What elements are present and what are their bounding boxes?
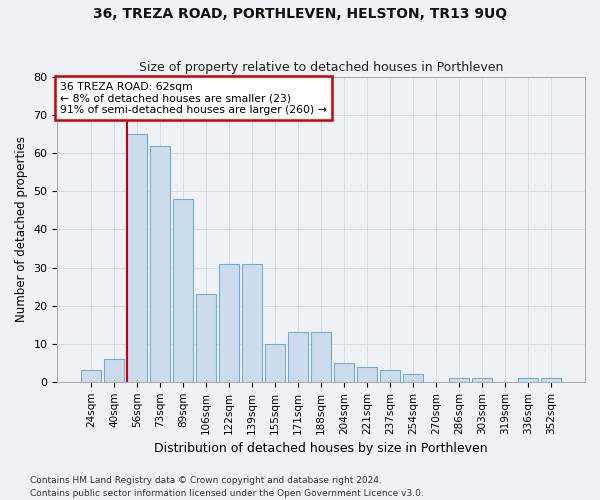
Bar xyxy=(173,199,193,382)
Bar xyxy=(196,294,216,382)
Bar xyxy=(289,332,308,382)
Bar xyxy=(334,363,354,382)
Text: 36 TREZA ROAD: 62sqm
← 8% of detached houses are smaller (23)
91% of semi-detach: 36 TREZA ROAD: 62sqm ← 8% of detached ho… xyxy=(60,82,327,115)
Bar xyxy=(403,374,423,382)
Bar xyxy=(380,370,400,382)
Bar xyxy=(265,344,285,382)
Title: Size of property relative to detached houses in Porthleven: Size of property relative to detached ho… xyxy=(139,62,503,74)
Bar xyxy=(358,366,377,382)
Bar xyxy=(242,264,262,382)
Bar xyxy=(311,332,331,382)
Text: Contains HM Land Registry data © Crown copyright and database right 2024.
Contai: Contains HM Land Registry data © Crown c… xyxy=(30,476,424,498)
Bar xyxy=(472,378,492,382)
Y-axis label: Number of detached properties: Number of detached properties xyxy=(15,136,28,322)
Bar xyxy=(220,264,239,382)
Bar xyxy=(104,359,124,382)
X-axis label: Distribution of detached houses by size in Porthleven: Distribution of detached houses by size … xyxy=(154,442,488,455)
Text: 36, TREZA ROAD, PORTHLEVEN, HELSTON, TR13 9UQ: 36, TREZA ROAD, PORTHLEVEN, HELSTON, TR1… xyxy=(93,8,507,22)
Bar xyxy=(541,378,561,382)
Bar xyxy=(518,378,538,382)
Bar xyxy=(127,134,147,382)
Bar xyxy=(449,378,469,382)
Bar xyxy=(151,146,170,382)
Bar xyxy=(82,370,101,382)
